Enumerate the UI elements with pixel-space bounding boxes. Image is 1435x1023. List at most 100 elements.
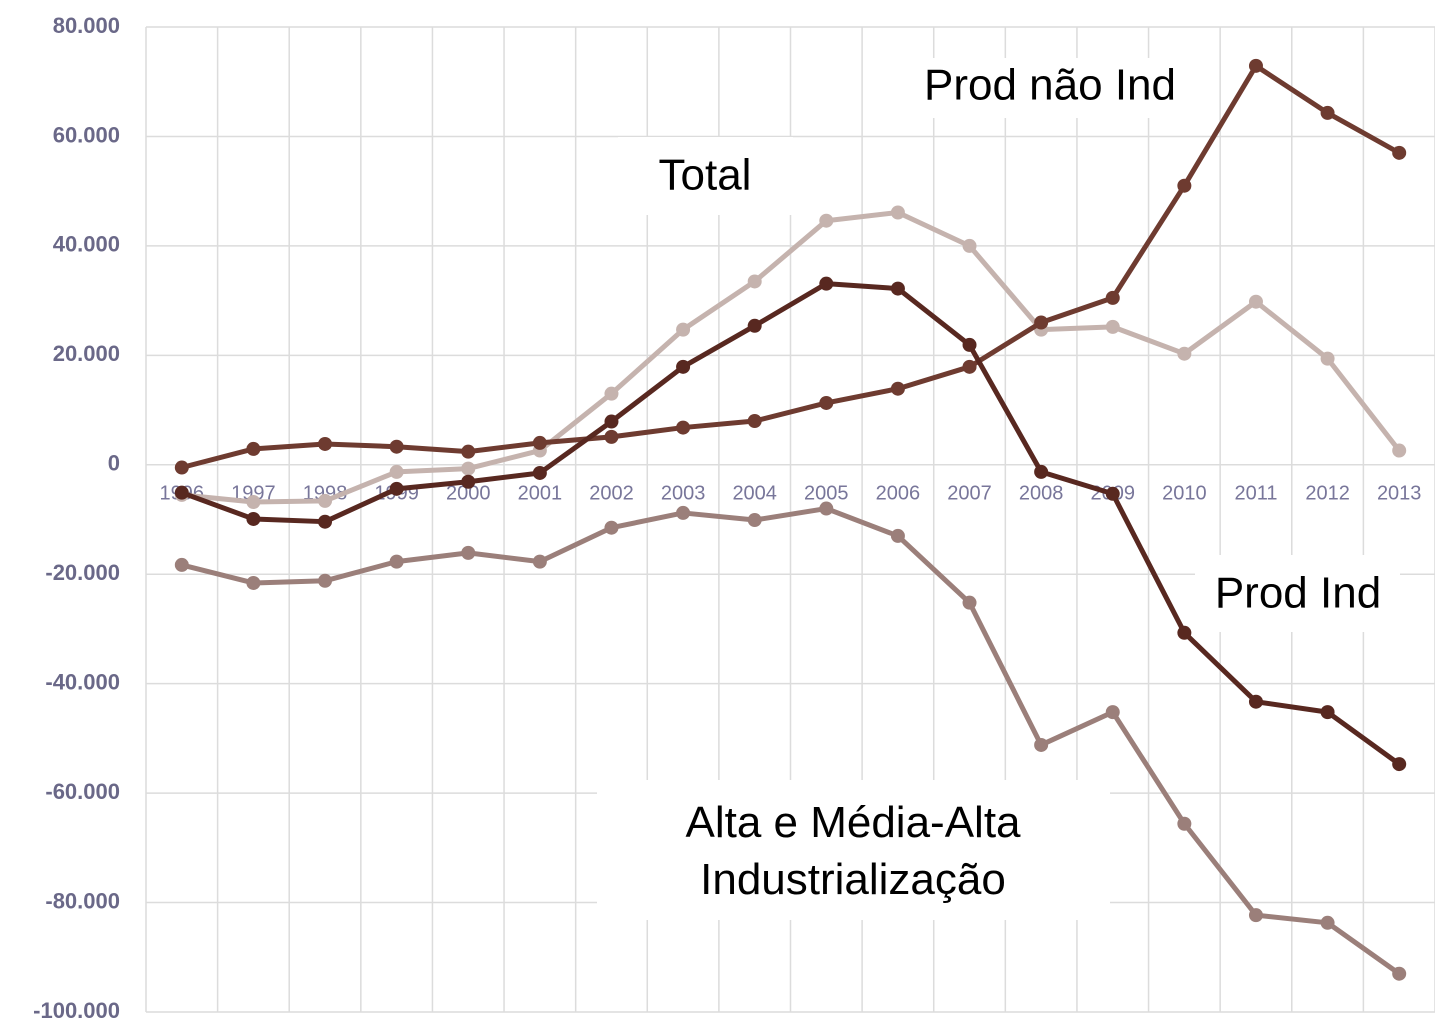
point [604,429,619,444]
point [1034,737,1049,752]
point [1177,178,1192,193]
point [962,595,977,610]
point [461,474,476,489]
y-tick-label: -100.000 [33,998,120,1023]
label-box [895,58,1200,118]
point [1320,705,1335,720]
point [819,501,834,516]
point [819,213,834,228]
point [890,205,905,220]
point [532,435,547,450]
x-tick-label: 2008 [1019,482,1064,504]
point [389,554,404,569]
point [819,276,834,291]
point [1392,966,1407,981]
point [1105,290,1120,305]
point [890,528,905,543]
point [318,514,333,529]
point [1320,105,1335,120]
x-tick-label: 2010 [1162,482,1207,504]
y-tick-label: -60.000 [45,779,120,804]
point [1105,319,1120,334]
x-tick-label: 2013 [1377,482,1422,504]
point [1392,443,1407,458]
x-tick-label: 2004 [732,482,777,504]
point [1034,464,1049,479]
point [1105,705,1120,720]
y-tick-label: 60.000 [53,122,120,147]
y-tick-label: 0 [108,451,120,476]
point [1320,915,1335,930]
y-tick-label: -80.000 [45,888,120,913]
point [318,436,333,451]
y-tick-label: 80.000 [53,13,120,38]
point [246,575,261,590]
point [1248,294,1263,309]
point [676,359,691,374]
y-tick-label: 20.000 [53,341,120,366]
point [1177,346,1192,361]
point [1320,351,1335,366]
point [604,386,619,401]
point [246,511,261,526]
point [747,513,762,528]
point [461,545,476,560]
point [389,439,404,454]
point [174,460,189,475]
point [461,461,476,476]
point [1248,908,1263,923]
point [604,520,619,535]
series-label: Alta e Média-Alta Industrialização [685,798,1021,904]
point [962,359,977,374]
y-tick-label: 40.000 [53,232,120,257]
point [532,465,547,480]
point [962,337,977,352]
point [676,505,691,520]
series-line [181,506,1401,976]
series-line [181,210,1402,505]
point [890,281,905,296]
point [318,573,333,588]
x-tick-label: 2000 [446,482,491,504]
series-line [180,281,1401,767]
x-tick-label: 2005 [804,482,849,504]
point [389,464,404,479]
x-tick-label: 2011 [1234,482,1277,504]
series-label: Prod Ind [1215,569,1381,618]
point [819,395,834,410]
point [461,444,476,459]
point [246,494,261,509]
point [389,481,404,496]
point [747,274,762,289]
x-tick-label: 2012 [1305,482,1350,504]
point [1248,694,1263,709]
point [1392,757,1407,772]
point [604,414,619,429]
y-tick-label: -40.000 [45,669,120,694]
point [174,557,189,572]
x-tick-label: 2002 [589,482,634,504]
point [1034,315,1049,330]
series-line [181,63,1401,470]
point [174,485,189,500]
series-label: Prod não Ind [924,61,1176,110]
label-box [1195,555,1400,632]
x-tick-label: 2006 [876,482,921,504]
point [318,493,333,508]
point [890,381,905,396]
point [962,238,977,253]
series-label: Total [659,151,752,200]
point [747,414,762,428]
point [246,441,261,456]
point [1177,625,1192,640]
x-tick-label: 2003 [661,482,706,504]
point [676,420,691,435]
point [532,554,547,569]
point [747,318,762,333]
point [1177,816,1192,831]
x-tick-label: 2001 [518,482,563,504]
point [1248,58,1263,73]
point [1105,486,1120,501]
label-box [618,137,793,215]
